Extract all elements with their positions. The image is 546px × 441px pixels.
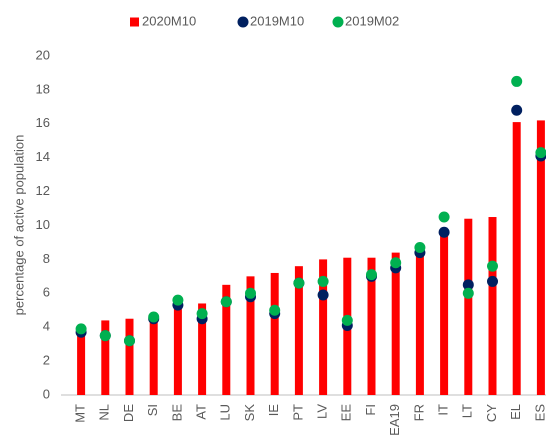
dot (293, 277, 305, 289)
bar (440, 230, 449, 395)
legend-label: 2019M02 (345, 13, 399, 28)
bar (173, 303, 182, 395)
y-tick-label: 20 (36, 47, 50, 62)
legend-swatch (332, 16, 344, 28)
bar (488, 217, 497, 395)
legend-label: 2020M10 (142, 13, 196, 28)
legend-label: 2019M10 (250, 13, 304, 28)
bar (125, 318, 134, 395)
x-tick-label: FI (363, 404, 378, 416)
dot (511, 104, 523, 116)
bar (391, 252, 400, 395)
x-tick-label: LU (218, 404, 233, 421)
x-tick-label: SK (242, 404, 257, 422)
bar (464, 218, 473, 395)
y-tick-label: 6 (43, 285, 50, 300)
bar (270, 272, 279, 395)
y-tick-label: 18 (36, 81, 50, 96)
bar (536, 120, 545, 395)
bar (101, 320, 110, 395)
y-tick-label: 16 (36, 115, 50, 130)
x-tick-label: IE (266, 404, 281, 417)
bar (415, 245, 424, 395)
x-tick-label: NL (97, 404, 112, 421)
dot (148, 311, 160, 323)
x-tick-label: CY (484, 404, 499, 422)
legend-swatch (237, 16, 249, 28)
dot (196, 308, 208, 320)
y-tick-label: 0 (43, 386, 50, 401)
x-tick-label: EL (508, 404, 523, 420)
dot (75, 323, 87, 335)
bar (319, 259, 328, 395)
y-tick-label: 2 (43, 353, 50, 368)
dot (220, 296, 232, 308)
bar (246, 276, 255, 395)
x-tick-label: LV (315, 404, 330, 419)
dot (269, 304, 281, 316)
bar (512, 122, 521, 395)
dot (317, 289, 329, 301)
bar (198, 303, 207, 395)
x-tick-label: ES (532, 404, 546, 422)
dot (317, 275, 329, 287)
bar (222, 284, 231, 395)
x-tick-label: LT (460, 404, 475, 418)
bar (77, 330, 86, 395)
dot (462, 287, 474, 299)
legend-swatch (130, 17, 139, 27)
dot (366, 269, 377, 281)
dot (487, 260, 498, 272)
y-tick-label: 14 (36, 149, 50, 164)
x-tick-label: DE (121, 404, 136, 422)
x-tick-label: EE (339, 404, 354, 422)
dot (438, 211, 450, 223)
dot (124, 335, 135, 347)
x-tick-label: FR (411, 404, 426, 421)
x-tick-label: MT (73, 404, 88, 423)
dot (245, 287, 256, 299)
dot (535, 147, 546, 159)
x-tick-label: IT (436, 404, 451, 416)
bar (367, 257, 376, 395)
y-tick-label: 12 (36, 183, 50, 198)
dot (341, 314, 353, 326)
dot (414, 242, 426, 254)
dot (172, 294, 184, 306)
dot (487, 275, 498, 287)
x-tick-label: PT (290, 404, 305, 421)
x-tick-label: AT (194, 404, 209, 420)
x-tick-label: SI (145, 404, 160, 416)
x-tick-label: BE (169, 404, 184, 422)
bar (294, 266, 303, 395)
dot (462, 279, 474, 291)
y-tick-label: 10 (36, 217, 50, 232)
dot (390, 257, 402, 269)
dot (511, 75, 523, 87)
bar (149, 315, 158, 395)
y-axis-label: percentage of active population (11, 135, 26, 316)
dot (438, 226, 450, 238)
dot (99, 330, 111, 342)
x-tick-label: EA19 (387, 404, 402, 436)
y-tick-label: 4 (43, 319, 50, 334)
y-tick-label: 8 (43, 251, 50, 266)
